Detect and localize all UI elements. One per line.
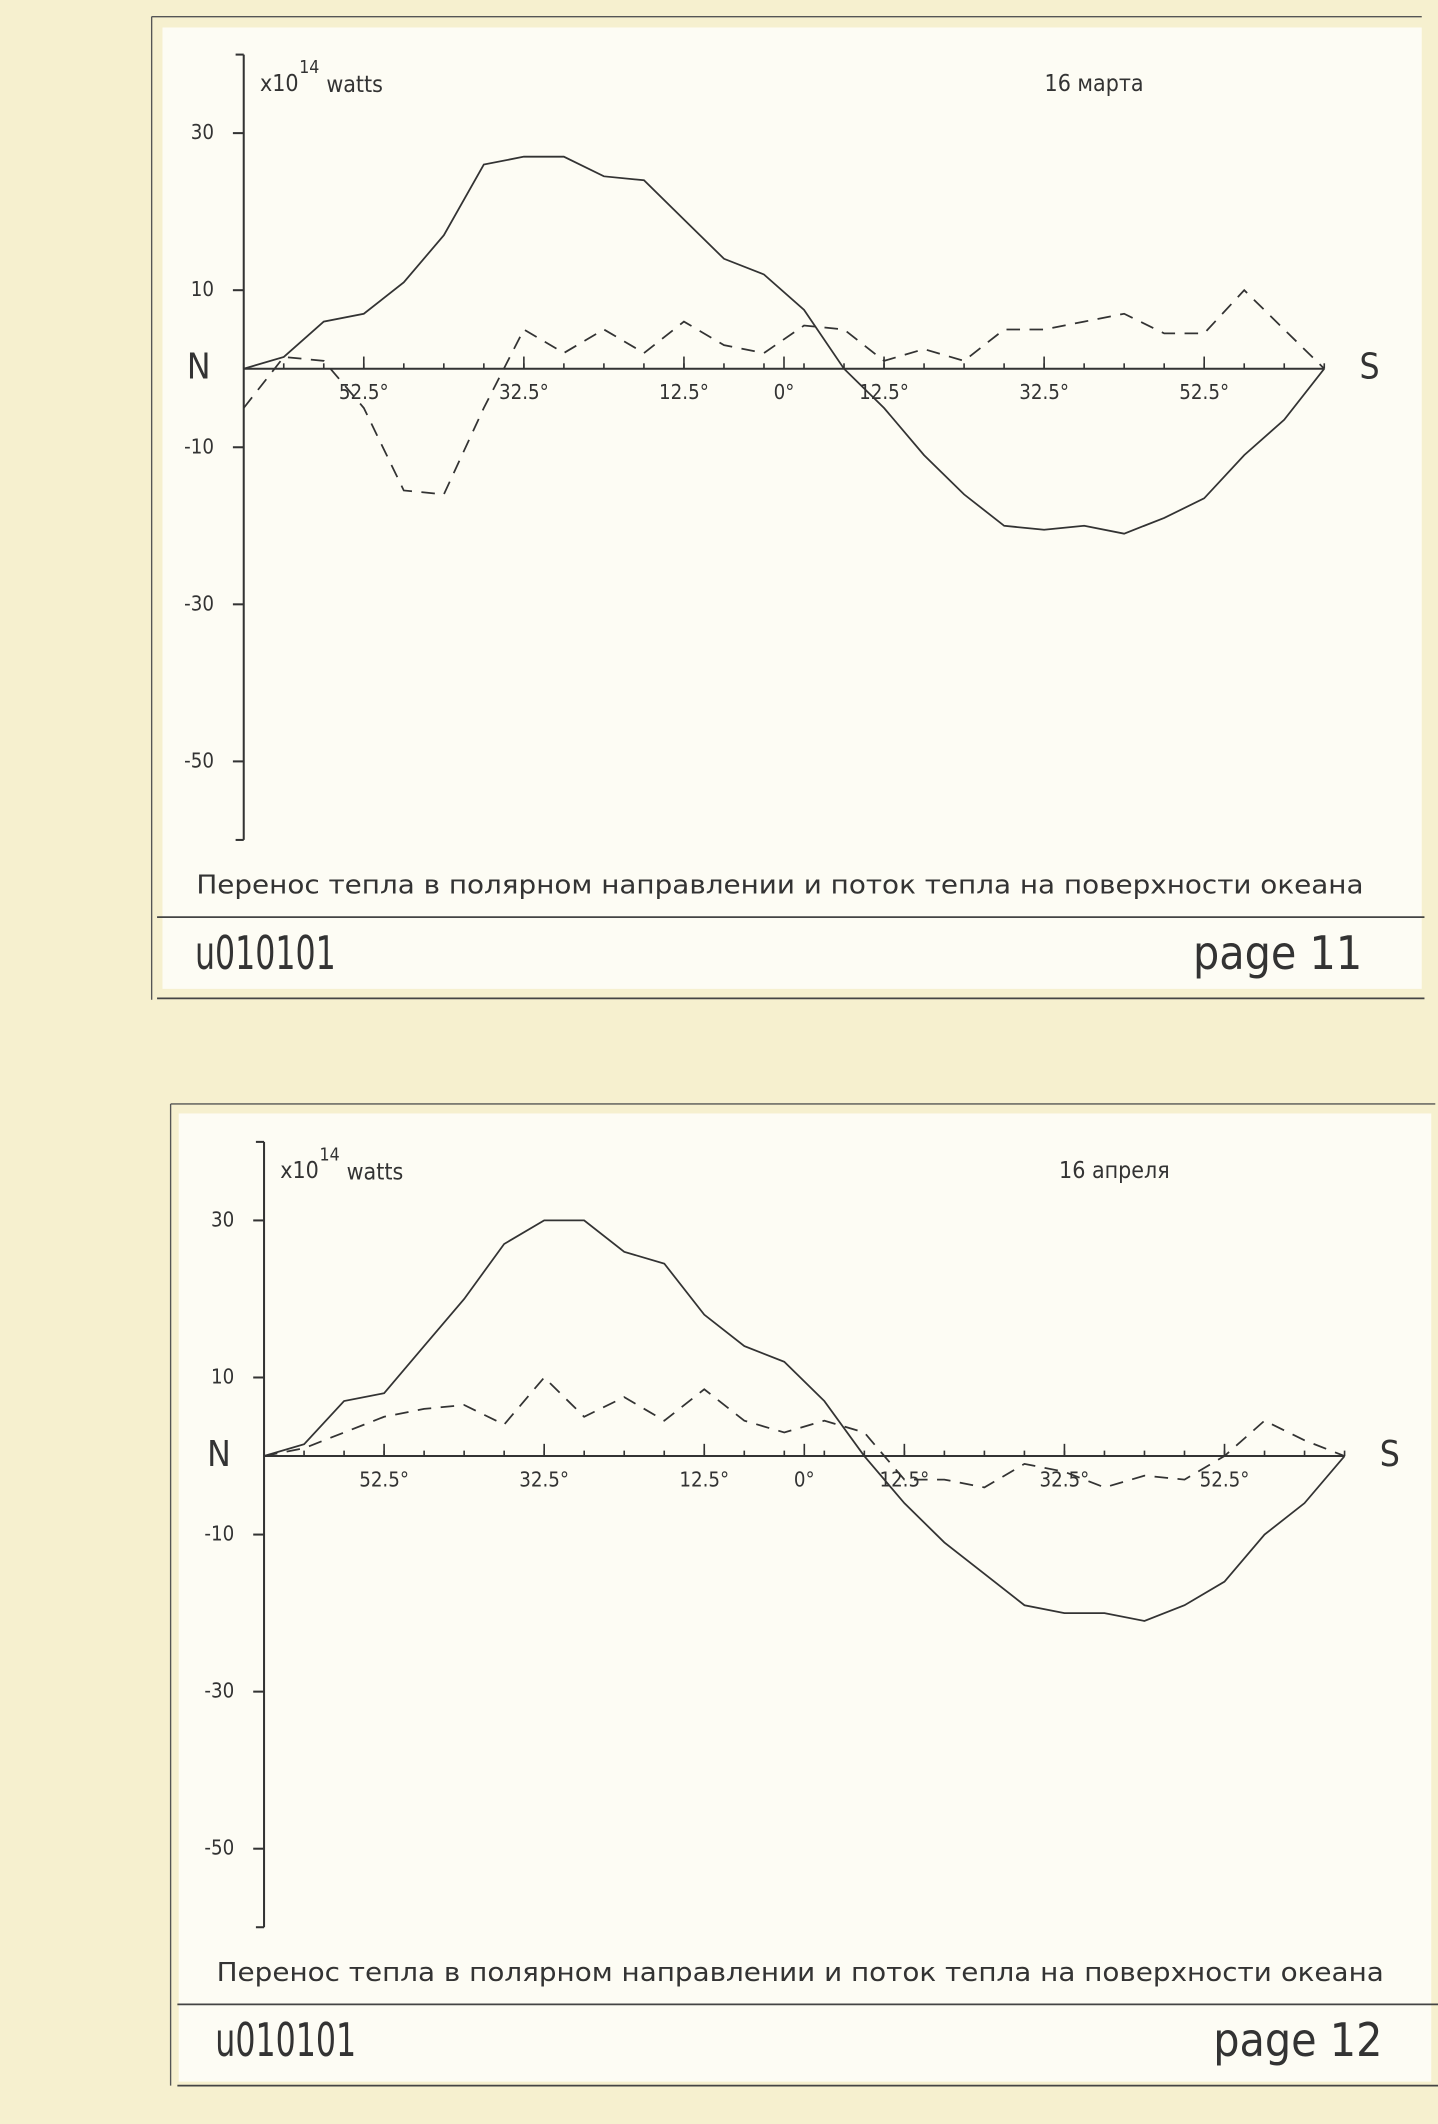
footer-left: u010101	[215, 2013, 356, 2067]
footer-left: u010101	[195, 926, 336, 980]
unit-name: watts	[326, 72, 383, 98]
y-tick-label: 30	[211, 1207, 234, 1231]
y-tick-label: 30	[191, 120, 214, 144]
y-tick-label: -50	[184, 748, 214, 772]
x-tick-label: 32.5°	[519, 1467, 569, 1491]
south-label: S	[1380, 1434, 1400, 1475]
x-tick-label: 52.5°	[339, 380, 389, 404]
unit-base: x10	[280, 1158, 319, 1184]
caption: Перенос тепла в полярном направлении и п…	[196, 870, 1363, 900]
data-line	[243, 288, 1325, 496]
x-tick-label: 12.5°	[679, 1467, 729, 1491]
y-tick-label: -30	[184, 591, 214, 615]
x-tick-label: 52.5°	[1179, 380, 1229, 404]
x-tick-label: 12.5°	[659, 380, 709, 404]
unit-exponent: 14	[299, 58, 319, 78]
y-tick-label: 10	[211, 1364, 234, 1388]
unit-name: watts	[347, 1160, 404, 1186]
x-tick-label: 0°	[794, 1467, 815, 1491]
y-tick-label: -10	[204, 1522, 234, 1546]
x-tick-label: 52.5°	[359, 1467, 409, 1491]
data-line	[263, 1219, 1346, 1622]
x-tick-label: 32.5°	[499, 380, 549, 404]
y-tick-label: -30	[204, 1679, 234, 1703]
south-label: S	[1359, 347, 1379, 388]
unit-base: x10	[260, 71, 299, 97]
footer-right: page 12	[1213, 2013, 1382, 2067]
caption: Перенос тепла в полярном направлении и п…	[217, 1958, 1384, 1988]
data-line	[243, 155, 1325, 535]
y-tick-label: -50	[204, 1836, 234, 1860]
panel	[178, 1113, 1432, 2082]
unit-exponent: 14	[320, 1145, 340, 1165]
x-tick-label: 32.5°	[1019, 380, 1069, 404]
y-tick-label: -10	[184, 434, 214, 458]
x-tick-label: 32.5°	[1040, 1467, 1090, 1491]
panel	[162, 27, 1422, 989]
x-tick-label: 0°	[774, 380, 795, 404]
footer-right: page 11	[1193, 926, 1362, 980]
data-line	[263, 1376, 1345, 1489]
x-tick-label: 12.5°	[859, 380, 909, 404]
chart-title: 16 апреля	[1059, 1158, 1170, 1184]
north-label: N	[187, 347, 211, 388]
y-tick-label: 10	[191, 277, 214, 301]
north-label: N	[207, 1434, 231, 1475]
x-tick-label: 52.5°	[1200, 1467, 1250, 1491]
chart-title: 16 марта	[1045, 71, 1144, 97]
